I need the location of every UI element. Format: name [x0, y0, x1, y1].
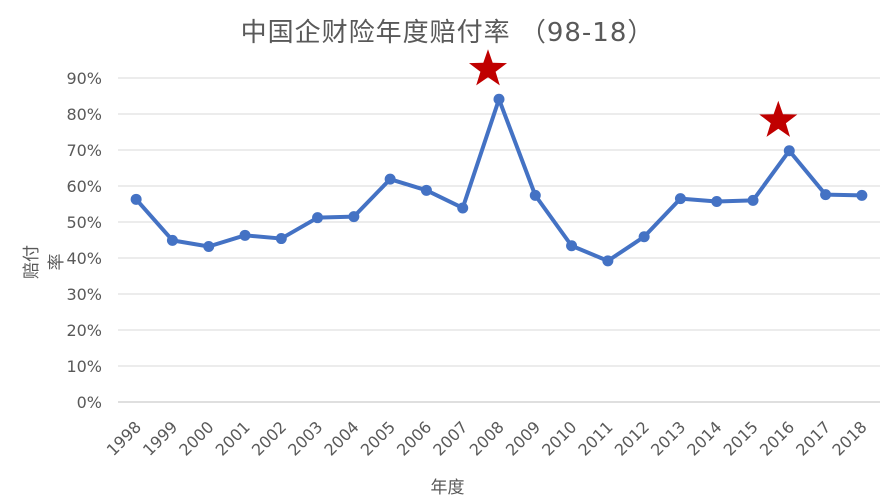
data-point: [638, 231, 650, 243]
data-point: [166, 234, 178, 246]
data-point: [457, 202, 469, 214]
x-tick-label: 2008: [466, 417, 508, 459]
y-tick-label: 50%: [66, 213, 102, 232]
star-marker: [759, 100, 798, 137]
x-tick-label: 2014: [683, 417, 725, 459]
x-tick-label: 2009: [502, 417, 544, 459]
y-tick-label: 40%: [66, 249, 102, 268]
x-tick-label: 1999: [139, 417, 181, 459]
data-point: [856, 189, 868, 201]
x-tick-label: 2005: [357, 417, 399, 459]
data-point: [420, 184, 432, 196]
x-tick-label: 2003: [284, 417, 326, 459]
data-point: [747, 194, 759, 206]
y-tick-label: 30%: [66, 285, 102, 304]
data-point: [203, 240, 215, 252]
data-point: [566, 240, 578, 252]
data-point: [602, 255, 614, 267]
data-point: [529, 189, 541, 201]
x-tick-label: 1998: [103, 417, 145, 459]
data-point: [493, 93, 505, 105]
x-tick-label: 2001: [212, 417, 254, 459]
x-tick-label: 2015: [720, 417, 762, 459]
highlight-markers: [469, 49, 798, 137]
x-tick-label: 2002: [248, 417, 290, 459]
y-tick-label: 80%: [66, 105, 102, 124]
x-tick-label: 2006: [393, 417, 435, 459]
y-axis-ticks: 0% 10% 20% 30% 40% 50% 60% 70% 80% 90%: [66, 69, 102, 412]
x-tick-label: 2017: [792, 417, 834, 459]
chart-title: 中国企财险年度赔付率 （98-18）: [240, 18, 655, 48]
x-tick-label: 2007: [429, 417, 471, 459]
x-tick-label: 2011: [574, 417, 616, 459]
data-point: [384, 173, 396, 185]
x-tick-label: 2012: [611, 417, 653, 459]
data-point: [674, 193, 686, 205]
x-tick-label: 2016: [756, 417, 798, 459]
y-tick-label: 0%: [77, 393, 102, 412]
y-tick-label: 10%: [66, 357, 102, 376]
series-group: [130, 93, 868, 267]
x-tick-label: 2000: [175, 417, 217, 459]
star-marker: [469, 49, 507, 86]
data-point: [312, 212, 324, 224]
x-axis-title: 年度: [430, 478, 465, 498]
data-point: [275, 233, 287, 245]
gridlines: [118, 77, 880, 403]
data-point: [783, 145, 795, 157]
data-point: [348, 211, 360, 223]
y-tick-label: 60%: [66, 177, 102, 196]
y-tick-label: 20%: [66, 321, 102, 340]
x-tick-label: 2018: [828, 417, 870, 459]
y-tick-label: 70%: [66, 141, 102, 160]
x-axis-ticks: 1998199920002001200220032004200520062007…: [103, 417, 871, 459]
data-point: [711, 195, 723, 207]
x-tick-label: 2010: [538, 417, 580, 459]
data-point: [130, 193, 142, 205]
x-tick-label: 2004: [320, 417, 362, 459]
y-tick-label: 90%: [66, 69, 102, 88]
data-point: [239, 229, 251, 241]
x-tick-label: 2013: [647, 417, 689, 459]
data-point: [820, 189, 832, 201]
